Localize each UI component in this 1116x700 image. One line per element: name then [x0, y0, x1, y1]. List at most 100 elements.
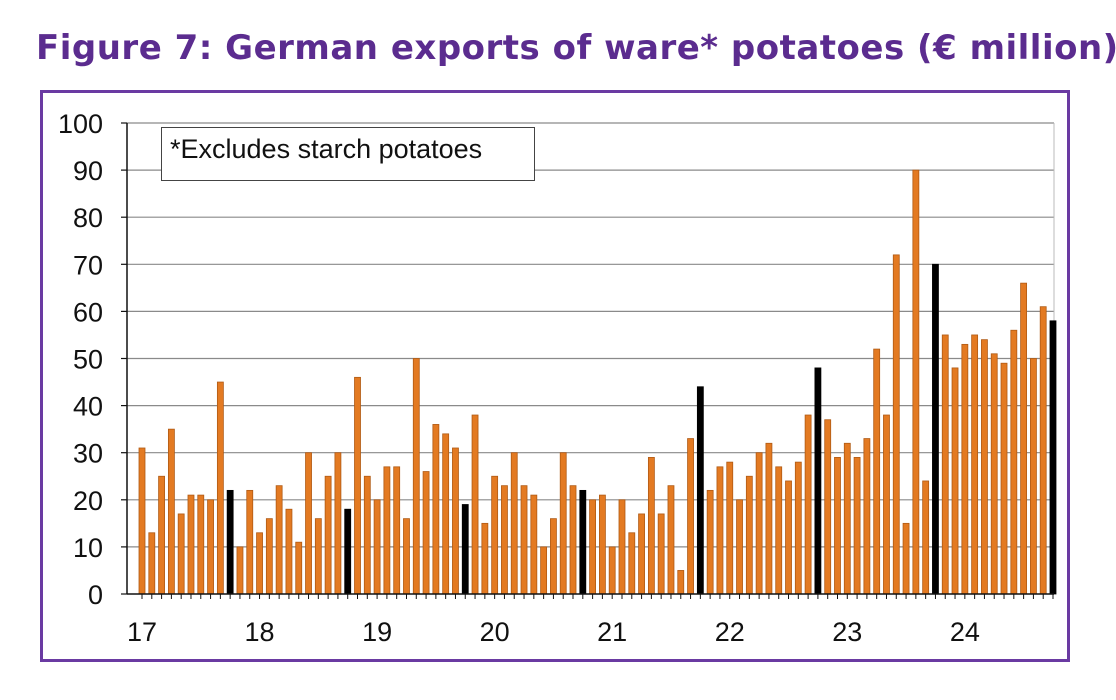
x-tick-label: 20: [480, 617, 510, 647]
bar: [569, 485, 577, 595]
bar: [628, 532, 636, 595]
bar: [1030, 358, 1037, 595]
bar: [873, 348, 881, 595]
bar: [559, 452, 567, 595]
bar: [961, 343, 969, 595]
bar: [324, 475, 332, 595]
bar: [1049, 320, 1057, 595]
bar: [794, 461, 802, 595]
bar: [941, 334, 949, 595]
bar: [912, 169, 920, 595]
y-tick-label: 60: [73, 297, 103, 327]
bar: [197, 494, 205, 595]
bar: [990, 353, 998, 595]
bar: [158, 475, 165, 595]
bar: [971, 334, 979, 595]
bar: [422, 471, 430, 595]
bar: [618, 499, 626, 595]
bar: [393, 466, 401, 595]
y-tick-label: 90: [73, 156, 103, 186]
bar: [167, 428, 175, 595]
bar: [824, 419, 832, 595]
bar: [755, 452, 763, 595]
bar: [892, 254, 900, 595]
y-tick-label: 20: [73, 486, 103, 516]
x-tick-label: 17: [127, 617, 157, 647]
y-tick-label: 10: [73, 533, 103, 563]
x-tick-label: 23: [832, 617, 862, 647]
x-tick-label: 22: [715, 617, 745, 647]
bar: [187, 494, 195, 595]
bar: [452, 447, 459, 595]
chart-annotation: *Excludes starch potatoes: [161, 127, 535, 181]
bar: [344, 508, 352, 595]
axes: [121, 122, 1054, 599]
y-tick-label: 80: [73, 203, 103, 233]
x-tick-label: 18: [245, 617, 275, 647]
bar: [608, 546, 616, 595]
bar: [314, 518, 322, 595]
y-tick-label: 0: [88, 580, 103, 610]
bar: [579, 489, 587, 595]
bar: [902, 522, 910, 595]
bar: [442, 433, 450, 595]
bar: [843, 442, 851, 595]
y-tick-label: 40: [73, 392, 103, 422]
bar: [1039, 306, 1047, 595]
bar: [216, 381, 224, 595]
bar: [207, 499, 214, 595]
bar: [354, 376, 361, 595]
bars: [138, 169, 1057, 595]
bar: [138, 447, 146, 595]
bar: [765, 442, 773, 595]
bar: [657, 513, 665, 595]
bar: [491, 475, 499, 595]
bar: [745, 475, 753, 595]
bar: [540, 546, 548, 595]
bar: [834, 457, 841, 595]
bar: [1000, 362, 1008, 595]
bar: [403, 518, 410, 595]
bar: [814, 367, 822, 595]
y-tick-label: 100: [58, 109, 103, 139]
x-tick-label: 21: [597, 617, 627, 647]
bar: [981, 339, 988, 595]
bar: [148, 532, 156, 595]
bar: [696, 386, 704, 595]
bar: [706, 489, 714, 595]
chart-title: Figure 7: German exports of ware* potato…: [36, 28, 1116, 68]
bar: [804, 414, 812, 595]
bar: [305, 452, 312, 595]
y-tick-labels: 0 10 20 30 40 50 60 70 80 90 100: [58, 109, 103, 610]
bar: [726, 461, 734, 595]
bar: [775, 466, 783, 595]
bar: [246, 489, 254, 595]
bar: [647, 457, 655, 595]
bar: [226, 489, 234, 595]
bar: [432, 424, 440, 595]
bar: [687, 438, 694, 595]
bar: [363, 475, 371, 595]
bar: [265, 518, 273, 595]
bar: [383, 466, 391, 595]
bar: [863, 438, 871, 595]
bar: [256, 532, 263, 595]
bar: [677, 570, 685, 595]
y-tick-label: 50: [73, 345, 103, 375]
bar: [1020, 282, 1028, 595]
bar: [667, 485, 675, 595]
x-tick-label: 24: [950, 617, 980, 647]
bar: [481, 522, 489, 595]
bar: [599, 494, 606, 595]
y-tick-label: 30: [73, 439, 103, 469]
bar: [412, 358, 420, 595]
bar: [275, 485, 283, 595]
bar: [589, 499, 596, 595]
bar: [461, 504, 469, 595]
bar: [373, 499, 381, 595]
chart-frame: [40, 90, 1070, 662]
bar: [922, 480, 930, 595]
bar: [236, 546, 244, 595]
bar: [285, 508, 293, 595]
